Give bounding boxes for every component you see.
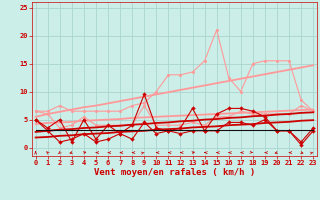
- X-axis label: Vent moyen/en rafales ( km/h ): Vent moyen/en rafales ( km/h ): [94, 168, 255, 177]
